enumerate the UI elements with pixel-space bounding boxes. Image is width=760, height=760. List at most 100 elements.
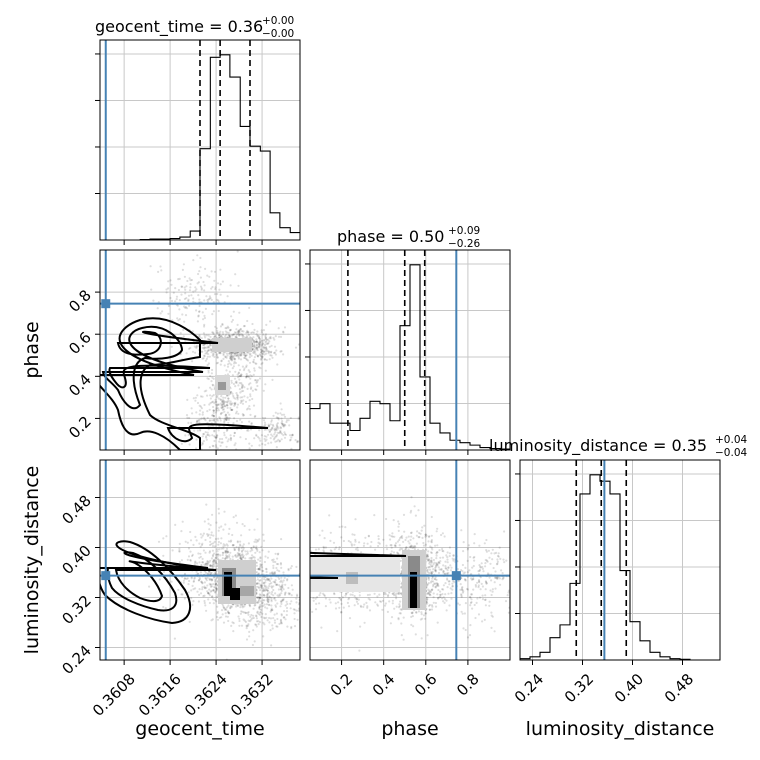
sample-point: [222, 352, 225, 355]
sample-point: [282, 616, 285, 619]
sample-point: [469, 601, 472, 605]
sample-point: [246, 550, 249, 553]
y-tick-label-phase: 0.4: [65, 370, 95, 400]
sample-point: [244, 356, 247, 360]
sample-point: [430, 540, 433, 543]
sample-point: [481, 620, 484, 623]
sample-point: [196, 420, 199, 423]
sample-point: [268, 358, 271, 361]
sample-point: [188, 579, 191, 583]
sample-point: [259, 556, 262, 559]
sample-point: [220, 406, 223, 409]
sample-point: [407, 540, 410, 543]
sample-point: [358, 541, 361, 544]
sample-point: [226, 365, 230, 368]
sample-point: [422, 541, 425, 545]
sample-point: [215, 560, 218, 563]
sample-point: [430, 546, 433, 549]
sample-point: [439, 590, 442, 593]
sample-point: [237, 284, 240, 287]
sample-point: [478, 544, 481, 547]
sample-point: [282, 413, 286, 416]
sample-point: [383, 592, 386, 596]
sample-point: [269, 320, 272, 323]
sample-point: [192, 290, 195, 293]
sample-point: [445, 599, 448, 602]
sample-point: [208, 297, 211, 300]
sample-point: [233, 404, 236, 407]
sample-point: [211, 618, 214, 621]
sample-point: [291, 434, 294, 437]
sample-point: [461, 588, 464, 592]
sample-point: [280, 417, 283, 420]
sample-point: [260, 350, 263, 353]
sample-point: [263, 603, 266, 606]
sample-point: [239, 436, 242, 439]
sample-point: [150, 288, 153, 291]
sample-point: [212, 602, 215, 605]
sample-point: [201, 435, 204, 438]
sample-point: [209, 590, 212, 593]
sample-point: [228, 334, 231, 337]
sample-point: [510, 605, 512, 607]
sample-point: [194, 286, 197, 289]
sample-point: [234, 352, 237, 355]
sample-point: [437, 561, 440, 564]
sample-point: [400, 535, 404, 538]
sample-point: [274, 581, 277, 584]
sample-point: [267, 603, 270, 606]
sample-point: [224, 556, 228, 559]
sample-point: [226, 363, 230, 366]
sample-point: [209, 401, 212, 405]
sample-point: [228, 370, 231, 373]
sample-point: [272, 617, 275, 620]
sample-point: [267, 350, 270, 353]
sample-point: [234, 331, 238, 334]
sample-point: [255, 347, 259, 350]
sample-point: [289, 434, 292, 437]
sample-point: [259, 583, 262, 586]
sample-point: [285, 606, 289, 610]
sample-point: [280, 614, 283, 617]
sample-point: [262, 589, 265, 592]
sample-point: [285, 610, 289, 613]
sample-point: [312, 599, 315, 602]
sample-point: [234, 554, 237, 557]
sample-point: [214, 403, 218, 406]
sample-point: [296, 594, 299, 598]
sample-point: [287, 592, 290, 595]
sample-point: [432, 601, 435, 604]
sample-point: [411, 615, 414, 618]
sample-point: [280, 432, 283, 435]
sample-point: [417, 536, 420, 539]
sample-point: [363, 542, 366, 545]
sample-point: [254, 346, 257, 349]
sample-point: [219, 398, 222, 401]
sample-point: [234, 361, 237, 365]
sample-point: [157, 270, 160, 273]
sample-point: [491, 588, 494, 591]
sample-point: [224, 551, 227, 554]
sample-point: [165, 288, 168, 291]
sample-point: [308, 593, 310, 595]
sample-point: [260, 605, 263, 608]
sample-point: [257, 341, 260, 344]
sample-point: [211, 313, 214, 316]
sample-point: [200, 580, 203, 584]
sample-point: [167, 312, 170, 315]
sample-point: [253, 340, 256, 343]
sample-point: [211, 560, 215, 564]
sample-point: [253, 640, 256, 643]
sample-point: [452, 580, 455, 583]
sample-point: [211, 545, 215, 548]
sample-point: [435, 554, 438, 557]
sample-point: [500, 569, 503, 572]
sample-point: [259, 559, 262, 563]
y-tick-label-phase: 0.2: [65, 413, 95, 443]
sample-point: [226, 550, 229, 554]
sample-point: [226, 606, 229, 609]
sample-point: [257, 572, 260, 575]
sample-point: [185, 577, 188, 581]
sample-point: [428, 608, 431, 611]
sample-point: [354, 538, 357, 542]
